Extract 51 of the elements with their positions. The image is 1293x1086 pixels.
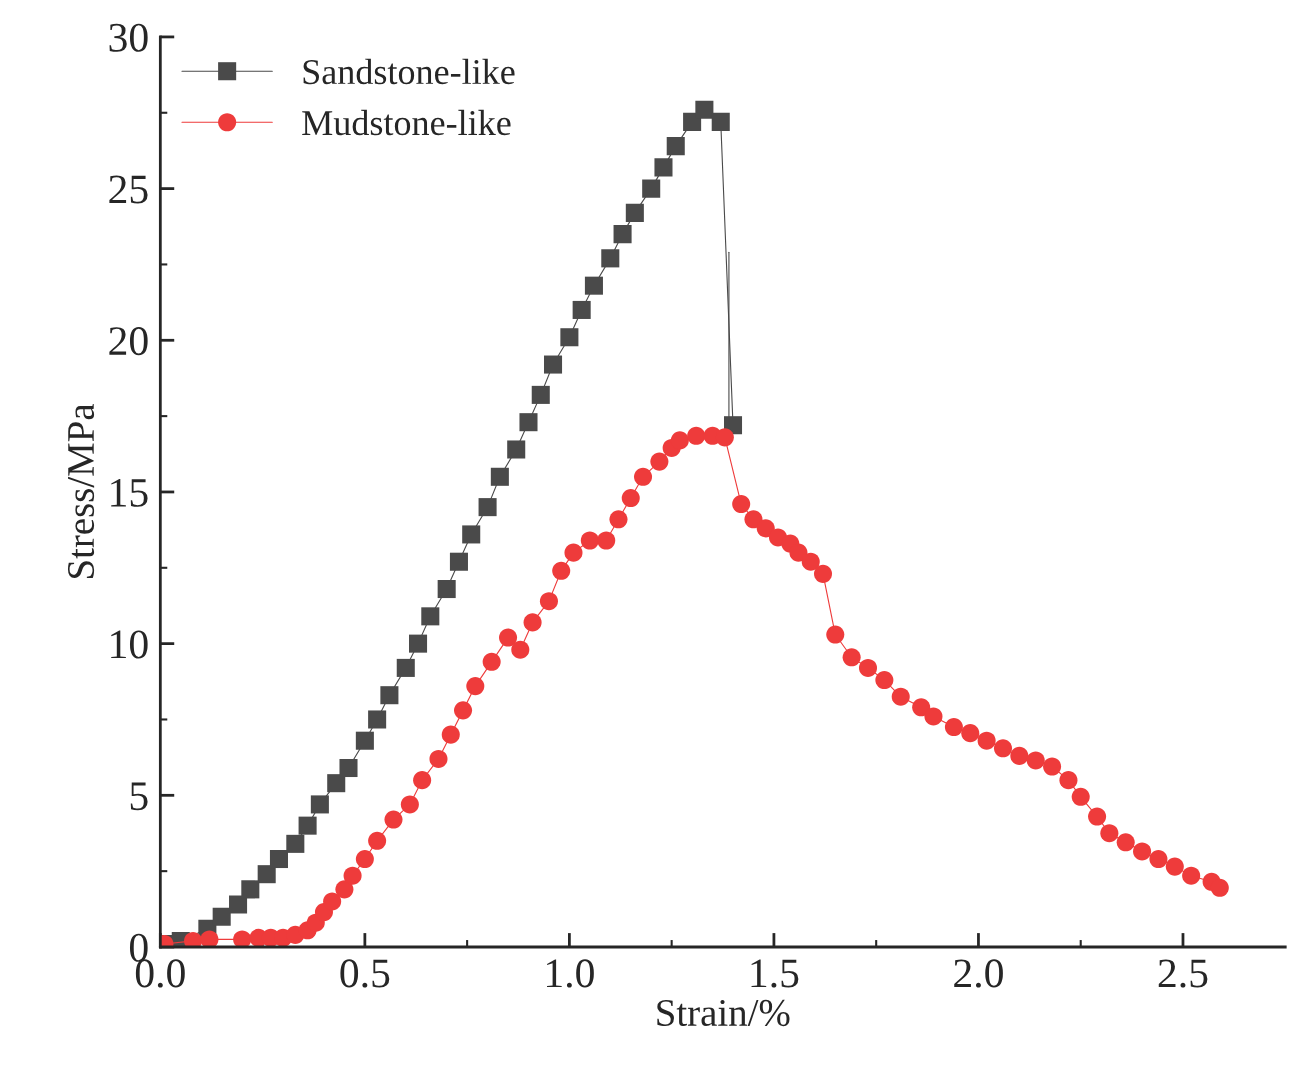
point bbox=[286, 834, 305, 853]
point bbox=[572, 300, 591, 319]
point bbox=[368, 710, 387, 729]
y-tick-label: 20 bbox=[109, 327, 148, 356]
point bbox=[490, 467, 509, 486]
point bbox=[478, 498, 497, 517]
point bbox=[666, 137, 685, 156]
x-tick-label: 1.0 bbox=[547, 959, 594, 988]
point bbox=[531, 385, 550, 404]
point bbox=[462, 525, 481, 544]
point bbox=[241, 880, 260, 899]
point bbox=[339, 758, 358, 778]
point bbox=[310, 795, 329, 814]
point bbox=[229, 895, 248, 914]
point bbox=[711, 112, 730, 131]
point bbox=[327, 774, 346, 793]
x-tick-label: 2.0 bbox=[954, 959, 1003, 988]
point bbox=[654, 158, 673, 177]
point bbox=[601, 249, 620, 268]
point bbox=[519, 413, 538, 432]
point bbox=[437, 580, 456, 599]
point bbox=[212, 907, 231, 926]
y-tick-label: 10 bbox=[111, 630, 148, 659]
point bbox=[298, 816, 317, 835]
point bbox=[257, 865, 276, 884]
y-tick-label: 30 bbox=[109, 23, 148, 52]
point bbox=[613, 225, 632, 244]
x-tick-label: 1.5 bbox=[751, 959, 799, 988]
y-axis-title: Stress/MPa bbox=[67, 403, 95, 578]
point bbox=[269, 849, 288, 869]
y-tick-label: 25 bbox=[109, 175, 148, 204]
point bbox=[584, 276, 603, 295]
point bbox=[421, 607, 440, 626]
point bbox=[380, 686, 399, 705]
legend-label: Mudstone-like bbox=[302, 109, 511, 136]
legend-label: Sandstone-like bbox=[303, 58, 515, 85]
point bbox=[642, 179, 661, 198]
point bbox=[396, 658, 415, 677]
point bbox=[507, 440, 526, 459]
y-tick-label: 5 bbox=[130, 782, 148, 811]
y-tick-label: 15 bbox=[111, 478, 148, 507]
point bbox=[449, 552, 468, 571]
point bbox=[625, 203, 644, 222]
x-tick-label: 2.5 bbox=[1158, 959, 1208, 988]
point bbox=[355, 731, 374, 750]
point bbox=[544, 355, 563, 374]
x-tick-label: 0.5 bbox=[340, 959, 390, 988]
x-axis-title: Strain/% bbox=[657, 999, 790, 1027]
point bbox=[409, 634, 428, 653]
point bbox=[695, 100, 714, 119]
point bbox=[560, 328, 579, 347]
